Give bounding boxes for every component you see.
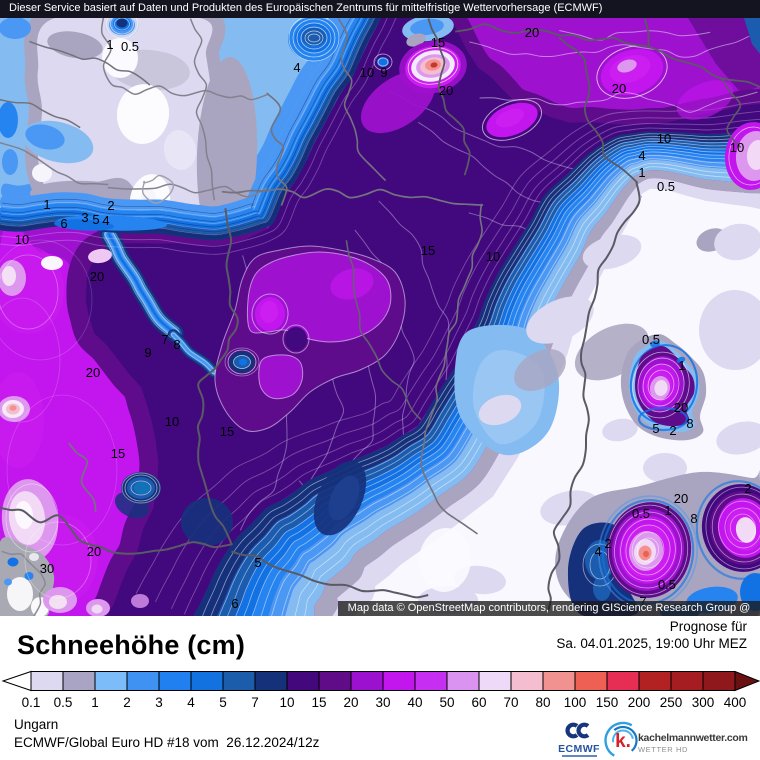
svg-text:20: 20 — [87, 544, 101, 559]
svg-text:0.5: 0.5 — [632, 506, 650, 521]
svg-text:20: 20 — [86, 365, 100, 380]
svg-text:8: 8 — [686, 416, 693, 431]
svg-text:0.1: 0.1 — [22, 695, 41, 710]
svg-text:2: 2 — [107, 198, 114, 213]
svg-text:8: 8 — [690, 511, 697, 526]
svg-text:150: 150 — [596, 695, 619, 710]
svg-text:3: 3 — [81, 210, 88, 225]
svg-text:1: 1 — [638, 165, 645, 180]
svg-text:400: 400 — [724, 695, 747, 710]
svg-text:5: 5 — [92, 212, 99, 227]
svg-text:30: 30 — [40, 561, 54, 576]
svg-text:0.5: 0.5 — [657, 179, 675, 194]
svg-text:6: 6 — [231, 596, 238, 611]
svg-text:9: 9 — [380, 65, 387, 80]
svg-text:40: 40 — [407, 695, 422, 710]
svg-text:10: 10 — [165, 414, 179, 429]
svg-text:4: 4 — [638, 148, 645, 163]
svg-text:300: 300 — [692, 695, 715, 710]
svg-text:1: 1 — [106, 37, 113, 52]
svg-text:100: 100 — [564, 695, 587, 710]
svg-text:0.5: 0.5 — [121, 39, 139, 54]
svg-text:20: 20 — [674, 491, 688, 506]
svg-text:8: 8 — [173, 337, 180, 352]
svg-text:80: 80 — [535, 695, 550, 710]
svg-text:15: 15 — [311, 695, 326, 710]
svg-text:10: 10 — [279, 695, 294, 710]
svg-text:10: 10 — [730, 140, 744, 155]
svg-text:20: 20 — [439, 83, 453, 98]
svg-text:30: 30 — [375, 695, 390, 710]
svg-text:6: 6 — [60, 216, 67, 231]
svg-text:WETTER HD: WETTER HD — [638, 745, 688, 754]
svg-text:4: 4 — [594, 544, 601, 559]
svg-text:7: 7 — [251, 695, 259, 710]
svg-text:70: 70 — [503, 695, 518, 710]
svg-text:20: 20 — [90, 269, 104, 284]
svg-text:2: 2 — [669, 423, 676, 438]
svg-text:2: 2 — [744, 481, 751, 496]
svg-text:20: 20 — [525, 25, 539, 40]
svg-text:7: 7 — [161, 332, 168, 347]
svg-text:10: 10 — [486, 249, 500, 264]
svg-text:60: 60 — [471, 695, 486, 710]
svg-text:9: 9 — [144, 345, 151, 360]
svg-text:250: 250 — [660, 695, 683, 710]
svg-text:1: 1 — [678, 358, 685, 373]
svg-text:15: 15 — [111, 446, 125, 461]
svg-text:k.: k. — [615, 731, 631, 752]
svg-text:0.5: 0.5 — [54, 695, 73, 710]
svg-text:4: 4 — [293, 60, 300, 75]
svg-text:15: 15 — [421, 243, 435, 258]
svg-text:0.5: 0.5 — [658, 577, 676, 592]
svg-text:5: 5 — [652, 421, 659, 436]
svg-text:5: 5 — [254, 555, 261, 570]
svg-text:10: 10 — [360, 65, 374, 80]
svg-text:3: 3 — [155, 695, 163, 710]
svg-text:4: 4 — [102, 213, 109, 228]
svg-text:15: 15 — [431, 35, 445, 50]
svg-text:20: 20 — [612, 81, 626, 96]
svg-text:10: 10 — [657, 131, 671, 146]
svg-text:1: 1 — [91, 695, 99, 710]
svg-text:15: 15 — [220, 424, 234, 439]
svg-text:5: 5 — [219, 695, 227, 710]
svg-text:2: 2 — [123, 695, 131, 710]
svg-text:2: 2 — [604, 536, 611, 551]
svg-text:kachelmannwetter.com: kachelmannwetter.com — [638, 732, 748, 744]
svg-text:50: 50 — [439, 695, 454, 710]
svg-text:200: 200 — [628, 695, 651, 710]
svg-text:20: 20 — [343, 695, 358, 710]
svg-text:20: 20 — [674, 400, 688, 415]
svg-text:1: 1 — [43, 197, 50, 212]
svg-text:4: 4 — [187, 695, 195, 710]
svg-text:10: 10 — [15, 232, 29, 247]
svg-text:ECMWF: ECMWF — [558, 743, 600, 755]
svg-text:0.5: 0.5 — [642, 332, 660, 347]
svg-text:1: 1 — [664, 503, 671, 518]
